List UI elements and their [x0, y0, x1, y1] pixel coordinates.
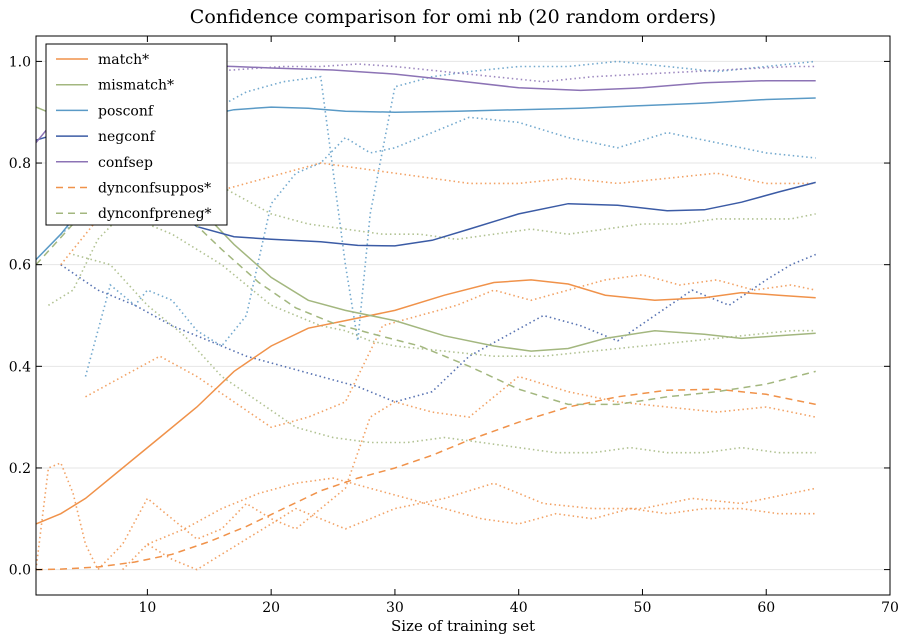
x-tick-label: 40 — [510, 600, 528, 616]
legend-label: match* — [98, 52, 149, 68]
y-tick-label: 0.6 — [9, 258, 31, 274]
x-tick-label: 10 — [138, 600, 156, 616]
run-line — [60, 253, 817, 403]
gridlines — [36, 60, 890, 571]
legend-label: mismatch* — [98, 78, 174, 94]
run-line — [122, 136, 816, 241]
y-tick-label: 0.0 — [9, 563, 31, 579]
x-tick-label: 70 — [881, 600, 899, 616]
x-tick-label: 20 — [262, 600, 280, 616]
y-tick-label: 0.8 — [9, 156, 31, 172]
y-tick-label: 0.4 — [9, 359, 31, 375]
legend-label: negconf — [98, 129, 157, 145]
legend-label: dynconfpreneg* — [98, 206, 212, 222]
x-axis-label: Size of training set — [390, 617, 535, 635]
run-line — [122, 482, 816, 571]
run-line — [60, 60, 816, 342]
y-tick-label: 0.2 — [9, 461, 31, 477]
legend-box — [45, 43, 228, 226]
x-tick-label: 60 — [757, 600, 775, 616]
x-tick-label: 50 — [634, 600, 652, 616]
series-line — [35, 279, 816, 525]
legend-label: posconf — [98, 103, 155, 119]
run-line — [72, 253, 816, 454]
run-line — [147, 477, 816, 545]
y-tick-label: 1.0 — [9, 54, 31, 70]
x-tick-label: 30 — [386, 600, 404, 616]
run-line — [35, 375, 816, 571]
legend-label: dynconfsuppos* — [98, 181, 211, 197]
axis-ticks: 10 20 30 40 50 60 70 0.0 0.2 0.4 0.6 0.8 1.0 — [9, 36, 899, 616]
series-line — [35, 388, 816, 571]
legend: match* mismatch* posconf negconf confsep dync… — [45, 43, 228, 226]
plot-frame — [35, 35, 891, 596]
run-line — [47, 212, 816, 357]
legend-label: confsep — [98, 155, 153, 171]
chart-title: Confidence comparison for omi nb (20 ran… — [189, 6, 717, 28]
